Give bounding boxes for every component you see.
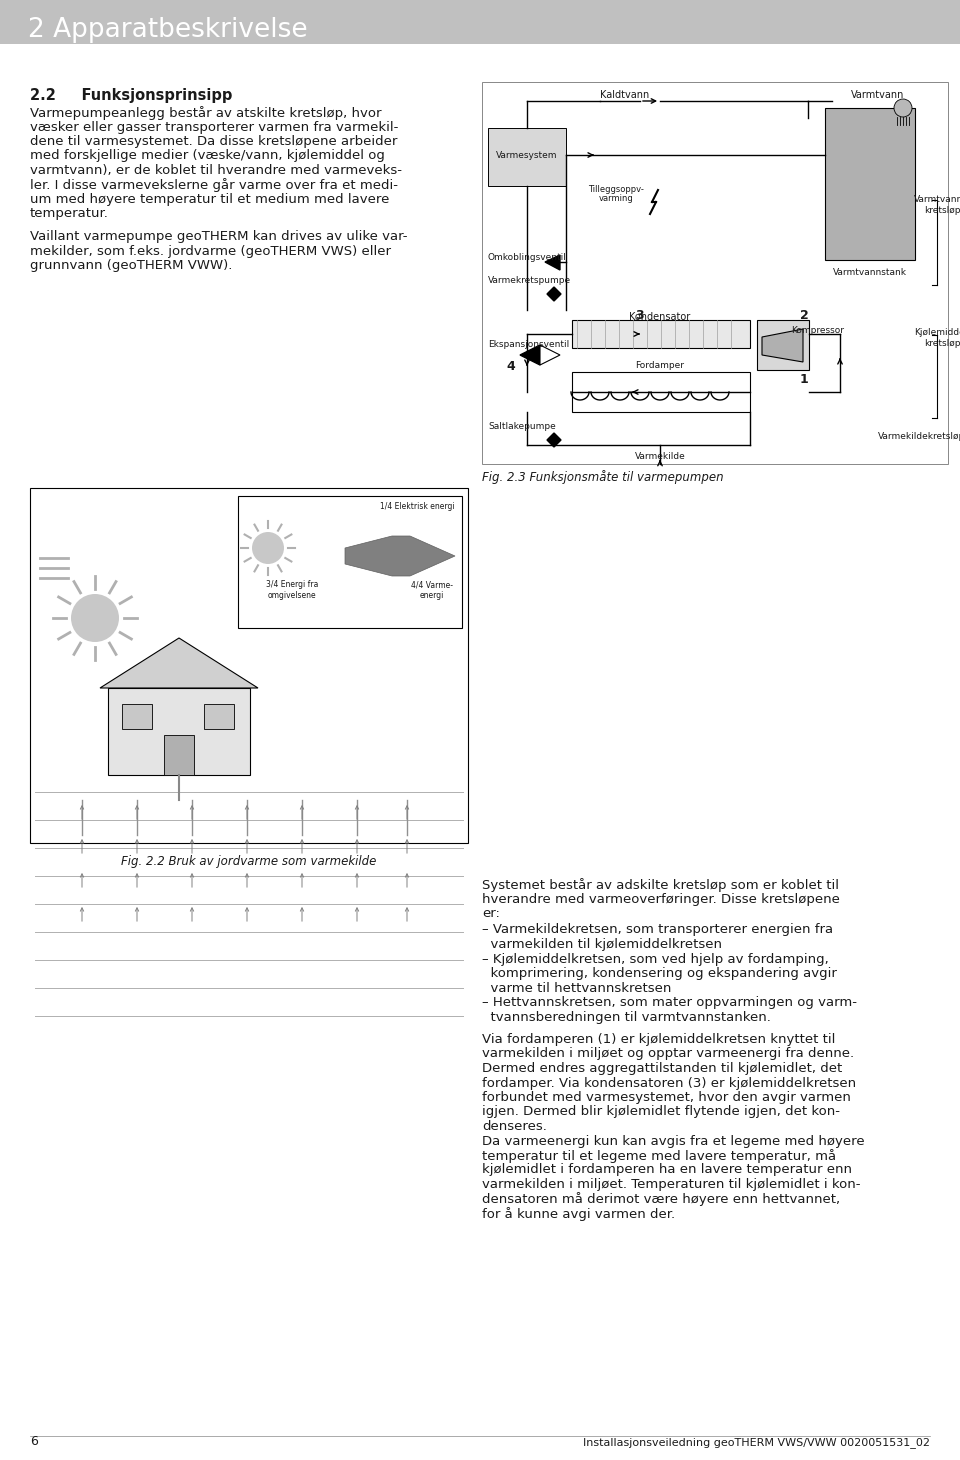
Text: Tilleggsoppv-: Tilleggsoppv- [588, 185, 644, 194]
Text: Da varmeenergi kun kan avgis fra et legeme med høyere: Da varmeenergi kun kan avgis fra et lege… [482, 1134, 865, 1148]
Text: – Hettvannskretsen, som mater oppvarmingen og varm-: – Hettvannskretsen, som mater oppvarming… [482, 996, 857, 1009]
Polygon shape [547, 288, 561, 301]
Text: tvannsberedningen til varmtvannstanken.: tvannsberedningen til varmtvannstanken. [482, 1010, 771, 1023]
Text: Fordamper: Fordamper [636, 361, 684, 369]
Text: Systemet består av adskilte kretsløp som er koblet til: Systemet består av adskilte kretsløp som… [482, 877, 839, 892]
Text: varme til hettvannskretsen: varme til hettvannskretsen [482, 981, 671, 994]
Text: Varmekildekretsløp: Varmekildekretsløp [878, 432, 960, 441]
Bar [108, 688, 250, 775]
Bar [757, 320, 809, 369]
Bar [825, 108, 915, 260]
Text: varming: varming [599, 194, 634, 203]
Polygon shape [545, 255, 560, 270]
Polygon shape [762, 328, 803, 362]
Text: – Kjølemiddelkretsen, som ved hjelp av fordamping,: – Kjølemiddelkretsen, som ved hjelp av f… [482, 952, 828, 965]
Text: fordamper. Via kondensatoren (3) er kjølemiddelkretsen: fordamper. Via kondensatoren (3) er kjøl… [482, 1076, 856, 1089]
Text: varmekilden i miljøet. Temperaturen til kjølemidlet i kon-: varmekilden i miljøet. Temperaturen til … [482, 1178, 860, 1191]
Text: Omkoblingsventil: Omkoblingsventil [488, 253, 566, 261]
Bar [488, 128, 566, 185]
Text: Kjølemiddel-
kretsløp: Kjølemiddel- kretsløp [914, 328, 960, 347]
Text: um med høyere temperatur til et medium med lavere: um med høyere temperatur til et medium m… [30, 193, 390, 206]
Text: er:: er: [482, 907, 500, 920]
Text: 2.2     Funksjonsprinsipp: 2.2 Funksjonsprinsipp [30, 88, 232, 104]
Text: mekilder, som f.eks. jordvarme (geoTHERM VWS) eller: mekilder, som f.eks. jordvarme (geoTHERM… [30, 244, 391, 257]
Bar [164, 734, 194, 775]
Text: densatoren må derimot være høyere enn hettvannet,: densatoren må derimot være høyere enn he… [482, 1193, 840, 1206]
Polygon shape [520, 345, 540, 365]
Bar [122, 704, 152, 729]
Text: varmtvann), er de koblet til hverandre med varmeveks-: varmtvann), er de koblet til hverandre m… [30, 164, 402, 177]
Text: Varmekretspumpe: Varmekretspumpe [488, 276, 571, 285]
Text: Vaillant varmepumpe geoTHERM kan drives av ulike var-: Vaillant varmepumpe geoTHERM kan drives … [30, 231, 407, 242]
Text: hverandre med varmeoverføringer. Disse kretsløpene: hverandre med varmeoverføringer. Disse k… [482, 892, 840, 905]
Text: Varmtvanns-
kretsløp: Varmtvanns- kretsløp [913, 196, 960, 215]
Text: 3/4 Energi fra
omgivelsene: 3/4 Energi fra omgivelsene [266, 580, 318, 600]
Bar [0, 0, 960, 44]
Text: Kompressor: Kompressor [791, 326, 845, 334]
Bar [482, 82, 948, 464]
Text: Varmesystem: Varmesystem [496, 150, 558, 159]
Bar [30, 488, 468, 842]
Text: denseres.: denseres. [482, 1120, 547, 1133]
Text: forbundet med varmesystemet, hvor den avgir varmen: forbundet med varmesystemet, hvor den av… [482, 1091, 851, 1104]
Text: Saltlakepumpe: Saltlakepumpe [488, 422, 556, 431]
Circle shape [71, 594, 119, 642]
Polygon shape [345, 536, 455, 577]
Text: temperatur til et legeme med lavere temperatur, må: temperatur til et legeme med lavere temp… [482, 1149, 836, 1164]
Text: Kondensator: Kondensator [630, 312, 690, 323]
Text: ler. I disse varmevekslerne går varme over fra et medi-: ler. I disse varmevekslerne går varme ov… [30, 178, 398, 193]
Text: Installasjonsveiledning geoTHERM VWS/VWW 0020051531_02: Installasjonsveiledning geoTHERM VWS/VWW… [583, 1437, 930, 1448]
Text: grunnvann (geoTHERM VWW).: grunnvann (geoTHERM VWW). [30, 258, 232, 272]
Text: varmekilden i miljøet og opptar varmeenergi fra denne.: varmekilden i miljøet og opptar varmeene… [482, 1047, 854, 1060]
Text: – Varmekildekretsen, som transporterer energien fra: – Varmekildekretsen, som transporterer e… [482, 924, 833, 936]
Bar [238, 496, 462, 628]
Text: temperatur.: temperatur. [30, 207, 108, 220]
Polygon shape [100, 638, 258, 688]
Text: Ekspansjonsventil: Ekspansjonsventil [488, 340, 569, 349]
Text: Varmekilde: Varmekilde [635, 453, 685, 461]
Circle shape [894, 99, 912, 117]
Text: med forskjellige medier (væske/vann, kjølemiddel og: med forskjellige medier (væske/vann, kjø… [30, 149, 385, 162]
Text: 2: 2 [800, 310, 808, 323]
Text: Dermed endres aggregattilstanden til kjølemidlet, det: Dermed endres aggregattilstanden til kjø… [482, 1061, 842, 1075]
Text: Varmtvann: Varmtvann [852, 91, 904, 99]
Text: 4/4 Varme-
energi: 4/4 Varme- energi [411, 580, 453, 600]
Text: Fig. 2.3 Funksjonsmåte til varmepumpen: Fig. 2.3 Funksjonsmåte til varmepumpen [482, 470, 724, 483]
Polygon shape [540, 345, 560, 365]
Text: Fig. 2.2 Bruk av jordvarme som varmekilde: Fig. 2.2 Bruk av jordvarme som varmekild… [121, 856, 376, 869]
Text: Via fordamperen (1) er kjølemiddelkretsen knyttet til: Via fordamperen (1) er kjølemiddelkretse… [482, 1034, 835, 1045]
Text: Varmepumpeanlegg består av atskilte kretsløp, hvor: Varmepumpeanlegg består av atskilte kret… [30, 107, 381, 120]
Circle shape [252, 531, 284, 564]
Text: komprimering, kondensering og ekspandering avgir: komprimering, kondensering og ekspanderi… [482, 967, 837, 980]
Text: varmekilden til kjølemiddelkretsen: varmekilden til kjølemiddelkretsen [482, 937, 722, 950]
Text: Kaldtvann: Kaldtvann [600, 91, 649, 99]
Bar [572, 372, 750, 412]
Text: kjølemidlet i fordamperen ha en lavere temperatur enn: kjølemidlet i fordamperen ha en lavere t… [482, 1164, 852, 1177]
Bar [572, 320, 750, 347]
Text: Varmtvannstank: Varmtvannstank [833, 269, 907, 277]
Text: dene til varmesystemet. Da disse kretsløpene arbeider: dene til varmesystemet. Da disse kretslø… [30, 134, 397, 147]
Text: 4: 4 [506, 361, 515, 372]
Text: 1/4 Elektrisk energi: 1/4 Elektrisk energi [380, 502, 455, 511]
Text: 2 Apparatbeskrivelse: 2 Apparatbeskrivelse [28, 18, 307, 42]
Text: for å kunne avgi varmen der.: for å kunne avgi varmen der. [482, 1207, 675, 1221]
Bar [204, 704, 234, 729]
Text: 1: 1 [800, 372, 808, 385]
Polygon shape [547, 434, 561, 447]
Text: igjen. Dermed blir kjølemidlet flytende igjen, det kon-: igjen. Dermed blir kjølemidlet flytende … [482, 1105, 840, 1118]
Text: 6: 6 [30, 1435, 37, 1448]
Text: væsker eller gasser transporterer varmen fra varmekil-: væsker eller gasser transporterer varmen… [30, 121, 398, 133]
Text: 3: 3 [635, 310, 643, 323]
